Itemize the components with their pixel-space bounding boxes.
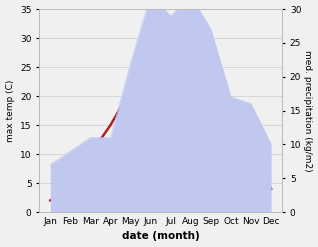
Y-axis label: max temp (C): max temp (C) — [5, 79, 15, 142]
X-axis label: date (month): date (month) — [122, 231, 200, 242]
Y-axis label: med. precipitation (kg/m2): med. precipitation (kg/m2) — [303, 50, 313, 171]
